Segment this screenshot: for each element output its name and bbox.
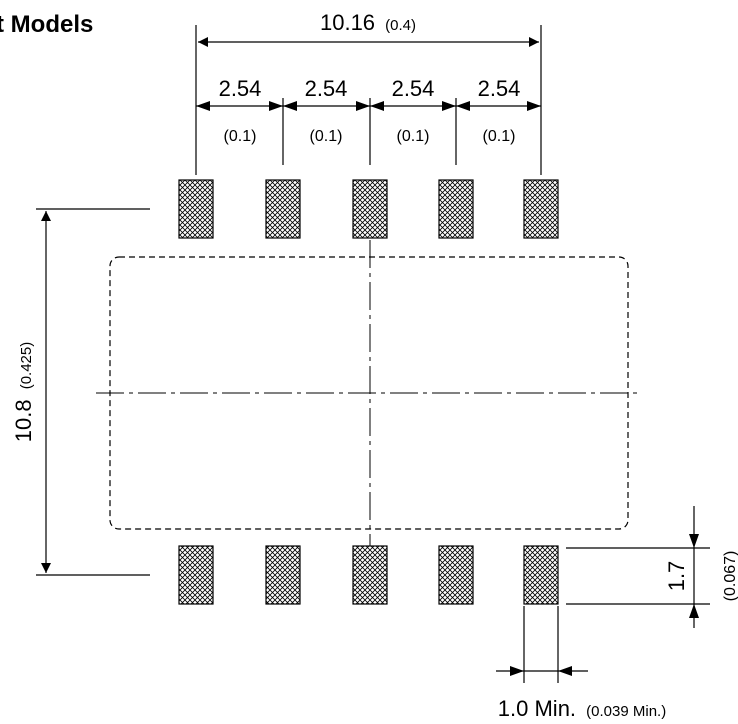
pitch-4-value: 2.54: [478, 76, 521, 101]
pitch-1-value: 2.54: [219, 76, 262, 101]
pad: [352, 545, 388, 605]
pad-width-value: 1.0 Min.: [498, 696, 576, 721]
pitch-4-inch: (0.1): [483, 128, 516, 145]
pad: [265, 179, 301, 239]
pad-width-dimension: 1.0 Min. (0.039 Min.): [496, 606, 666, 721]
pitch-3-value: 2.54: [392, 76, 435, 101]
overall-height-dimension: 10.8 (0.425): [11, 208, 150, 576]
top-pad-row: [178, 179, 559, 239]
pitch-3-inch: (0.1): [397, 128, 430, 145]
pitch-2-inch: (0.1): [310, 128, 343, 145]
pad-length-value: 1.7: [664, 561, 689, 592]
overall-width-inch: (0.4): [385, 17, 416, 34]
pad-width-inch: (0.039 Min.): [586, 703, 666, 720]
pad: [178, 179, 214, 239]
pad-length-inch: (0.067): [722, 551, 738, 602]
pad: [523, 179, 559, 239]
overall-width-dimension: 10.16 (0.4): [195, 10, 542, 175]
pad-length-dimension: 1.7 (0.067): [566, 506, 738, 628]
pitch-2-value: 2.54: [305, 76, 348, 101]
pad: [523, 545, 559, 605]
pitch-dimensions: 2.54 2.54 2.54 2.54 (0.1) (0.1) (0.1) (0…: [196, 76, 541, 165]
bottom-pad-row: [178, 545, 559, 605]
pad: [265, 545, 301, 605]
pad: [438, 179, 474, 239]
pitch-1-inch: (0.1): [224, 128, 257, 145]
pad: [352, 179, 388, 239]
pad: [178, 545, 214, 605]
svg-text:1.0 Min. (0.039 Min.): 1.0 Min. (0.039 Min.): [498, 696, 666, 721]
svg-text:10.8 (0.425): 10.8 (0.425): [11, 342, 36, 442]
overall-height-value: 10.8: [11, 399, 36, 442]
center-lines: [96, 240, 642, 546]
pad: [438, 545, 474, 605]
overall-width-value: 10.16: [320, 10, 375, 35]
svg-text:10.16 (0.4): 10.16 (0.4): [320, 10, 416, 35]
page-title: t Models: [0, 11, 93, 38]
overall-height-inch: (0.425): [18, 342, 35, 390]
